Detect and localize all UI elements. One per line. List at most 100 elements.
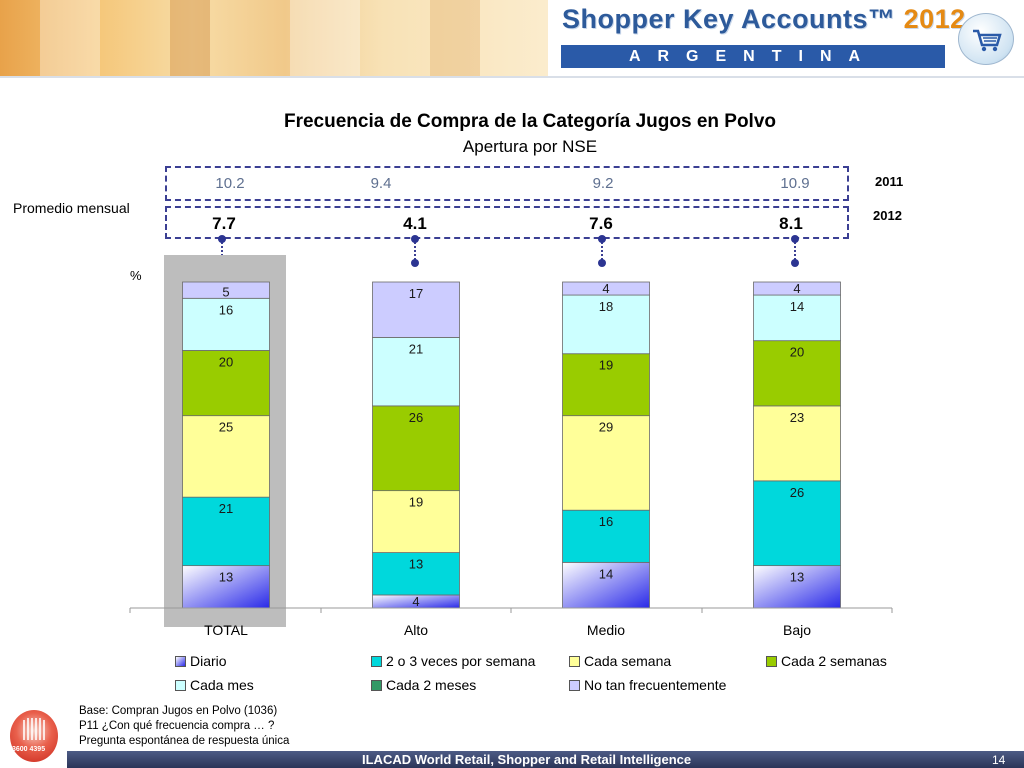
segment-value-label: 19 bbox=[599, 358, 613, 373]
bar-segment-4-medio bbox=[562, 294, 650, 355]
segment-value-label: 13 bbox=[219, 570, 233, 585]
segment-value-label: 16 bbox=[599, 514, 613, 529]
segment-value-label: 25 bbox=[219, 420, 233, 435]
legend-swatch bbox=[175, 655, 186, 667]
bar-segment-4-total bbox=[182, 297, 270, 351]
bar-segment-1-alto bbox=[372, 552, 460, 596]
avg-2012-alto: 4.1 bbox=[403, 214, 427, 233]
avg-2012-total: 7.7 bbox=[212, 214, 236, 233]
segment-value-label: 20 bbox=[219, 354, 233, 369]
chart-title: Frecuencia de Compra de la Categoría Jug… bbox=[283, 111, 777, 132]
legend-label: Cada semana bbox=[584, 653, 672, 669]
legend-label: Diario bbox=[190, 653, 227, 669]
segment-value-label: 20 bbox=[790, 345, 804, 360]
avg-2012-medio: 7.6 bbox=[589, 214, 613, 233]
base-note: Base: Compran Jugos en Polvo (1036) bbox=[79, 705, 278, 717]
logo-barcode-digits: 3600 4395 bbox=[12, 746, 46, 753]
segment-value-label: 16 bbox=[219, 302, 233, 317]
connector-dot bbox=[598, 235, 606, 243]
header: Shopper Key Accounts™ 2012 ARGENTINA bbox=[0, 0, 1024, 78]
bar-segment-0-total bbox=[182, 565, 270, 609]
connector-dot bbox=[791, 235, 799, 243]
segment-value-label: 29 bbox=[599, 420, 613, 435]
connector-dot bbox=[598, 259, 606, 267]
bar-segment-6-total bbox=[182, 281, 270, 299]
connector-total bbox=[221, 239, 223, 260]
legend-item: Cada semana bbox=[569, 653, 671, 669]
legend-swatch bbox=[175, 679, 186, 691]
segment-value-label: 23 bbox=[790, 410, 804, 425]
legend-label: Cada mes bbox=[190, 677, 254, 693]
bar-segment-2-alto bbox=[372, 490, 460, 553]
bar-segment-2-total bbox=[182, 415, 270, 498]
category-label: Bajo bbox=[783, 622, 811, 638]
promedio-mensual-label: Promedio mensual bbox=[13, 200, 130, 216]
category-label: Alto bbox=[404, 622, 428, 638]
legend-item: Cada 2 meses bbox=[371, 677, 476, 693]
promedio-2011-box bbox=[165, 166, 849, 201]
footer-bar bbox=[67, 751, 1024, 768]
bar-segment-6-bajo bbox=[753, 281, 841, 296]
legend-item: Diario bbox=[175, 653, 227, 669]
bar-segment-6-alto bbox=[372, 281, 460, 338]
brand-title: Shopper Key Accounts™ 2012 bbox=[562, 4, 966, 35]
connector-dot bbox=[411, 259, 419, 267]
category-label: Medio bbox=[587, 622, 625, 638]
header-photo-strip bbox=[0, 0, 548, 76]
brand-year: 2012 bbox=[903, 4, 966, 34]
connector-alto bbox=[414, 239, 416, 260]
avg-2011-bajo: 10.9 bbox=[780, 175, 810, 192]
connector-dot bbox=[218, 235, 226, 243]
segment-value-label: 19 bbox=[409, 495, 423, 510]
segment-value-label: 4 bbox=[793, 281, 800, 296]
category-label: TOTAL bbox=[204, 622, 248, 638]
avg-2011-total: 10.2 bbox=[215, 175, 245, 192]
connector-dot bbox=[411, 235, 419, 243]
brand-name: Shopper Key Accounts™ bbox=[562, 4, 896, 34]
legend-swatch bbox=[371, 655, 382, 667]
ilacad-logo bbox=[10, 710, 58, 762]
chart-subtitle: Apertura por NSE bbox=[462, 137, 598, 156]
stacked-bar-chart: 13 21 25 20 16 5 4 13 19 26 21 17 14 16 29 19 18 4 13 26 23 2… bbox=[129, 281, 893, 638]
legend-swatch bbox=[371, 679, 382, 691]
bar-segment-1-total bbox=[182, 496, 270, 567]
legend-swatch bbox=[766, 655, 777, 667]
bar-segment-2-medio bbox=[562, 415, 650, 511]
avg-2011-medio: 9.2 bbox=[592, 175, 614, 192]
legend-swatch bbox=[569, 655, 580, 667]
bar-segment-3-alto bbox=[372, 405, 460, 492]
year-2011-tag: 2011 bbox=[875, 174, 904, 189]
bar-segment-1-bajo bbox=[753, 480, 841, 567]
segment-value-label: 13 bbox=[790, 570, 804, 585]
connector-dot bbox=[791, 259, 799, 267]
bar-segment-1-medio bbox=[562, 509, 650, 563]
bar-segment-3-total bbox=[182, 350, 270, 417]
connector-medio bbox=[601, 239, 603, 260]
bars-layer: 13 21 25 20 16 5 4 13 19 26 21 17 14 16 29 19 18 4 13 26 23 2… bbox=[182, 281, 841, 609]
segment-value-label: 4 bbox=[412, 594, 419, 609]
avg-2012-bajo: 8.1 bbox=[779, 214, 803, 233]
legend-label: No tan frecuentemente bbox=[584, 677, 727, 693]
segment-value-label: 18 bbox=[599, 299, 613, 314]
year-2012-tag: 2012 bbox=[873, 208, 902, 223]
legend-label: Cada 2 meses bbox=[386, 677, 477, 693]
bar-segment-4-bajo bbox=[753, 294, 841, 342]
legend-item: Cada 2 semanas bbox=[766, 653, 887, 669]
x-axis-ticks bbox=[129, 608, 893, 613]
segment-value-label: 5 bbox=[222, 284, 229, 299]
segment-value-label: 4 bbox=[602, 281, 609, 296]
percent-label: % bbox=[130, 268, 142, 283]
legend-label: 2 o 3 veces por semana bbox=[386, 653, 536, 669]
segment-value-label: 14 bbox=[790, 299, 804, 314]
legend-label: Cada 2 semanas bbox=[781, 653, 887, 669]
avg-2011-alto: 9.4 bbox=[370, 175, 392, 192]
legend-item: 2 o 3 veces por semana bbox=[371, 653, 535, 669]
bar-segment-2-bajo bbox=[753, 405, 841, 482]
category-labels: TOTAL Alto Medio Bajo bbox=[204, 622, 811, 638]
segment-value-label: 21 bbox=[409, 341, 423, 356]
shopping-cart-icon bbox=[958, 13, 1014, 65]
legend-swatch bbox=[569, 679, 580, 691]
legend-item: No tan frecuentemente bbox=[569, 677, 726, 693]
segment-value-label: 17 bbox=[409, 286, 423, 301]
legend-item: Cada mes bbox=[175, 677, 254, 693]
